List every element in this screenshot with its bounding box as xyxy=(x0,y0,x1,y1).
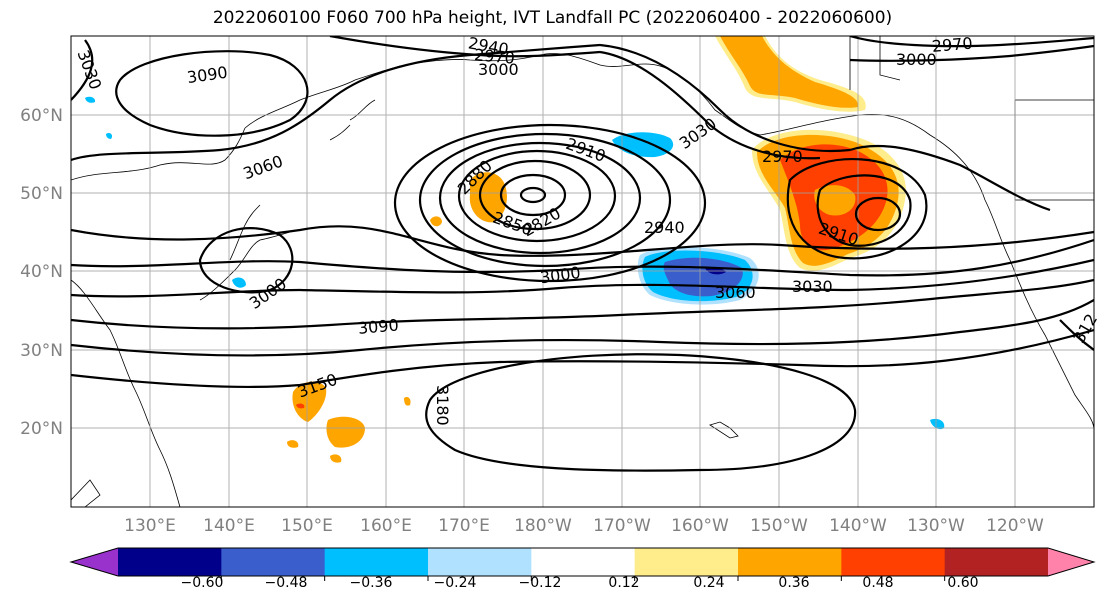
lat-label: 60°N xyxy=(20,106,63,126)
figure-title: 2022060100 F060 700 hPa height, IVT Land… xyxy=(212,8,893,28)
colorbar-tick-label: −0.12 xyxy=(519,575,562,591)
lon-label: 170°W xyxy=(593,516,651,536)
contour-label: 2940 xyxy=(644,218,685,237)
latitude-labels: 60°N 50°N 40°N 30°N 20°N xyxy=(20,106,63,439)
lat-label: 40°N xyxy=(20,262,63,282)
height-contours xyxy=(71,36,1094,472)
contour-label: 3090 xyxy=(357,315,399,337)
colorbar-extend-min xyxy=(71,548,118,576)
colorbar xyxy=(69,547,1096,577)
colorbar-tick-label: 0.24 xyxy=(693,575,724,591)
lon-label: 160°E xyxy=(360,516,412,536)
colorbar-tick-label: −0.60 xyxy=(181,575,224,591)
lon-label: 180°W xyxy=(514,516,572,536)
colorbar-segment xyxy=(531,548,636,576)
contour-label: 3180 xyxy=(433,385,452,426)
colorbar-tick-label: 0.36 xyxy=(778,575,809,591)
lon-label: 140°W xyxy=(829,516,887,536)
longitude-labels: 130°E 140°E 150°E 160°E 170°E 180°W 170°… xyxy=(124,516,1044,536)
shaded-regions xyxy=(85,36,945,463)
lon-label: 170°E xyxy=(438,516,490,536)
colorbar-tick-label: −0.24 xyxy=(434,575,477,591)
contour-label: 2970 xyxy=(931,33,973,55)
lon-label: 150°E xyxy=(281,516,333,536)
colorbar-tick-label: −0.48 xyxy=(265,575,308,591)
positive-anomaly-low-center xyxy=(469,172,507,223)
contour-label: 3060 xyxy=(715,283,756,302)
colorbar-segment xyxy=(428,548,532,576)
colorbar-ticks: −0.60 −0.48 −0.36 −0.24 −0.12 0.12 0.24 … xyxy=(181,575,979,591)
contour-label: 2970 xyxy=(762,147,803,166)
colorbar-segment xyxy=(634,548,739,576)
colorbar-segment xyxy=(221,548,326,576)
contour-label: 3030 xyxy=(792,277,833,296)
positive-anomaly-subtropical-west xyxy=(292,381,327,422)
lon-label: 160°W xyxy=(671,516,729,536)
colorbar-segment xyxy=(324,548,429,576)
lon-label: 150°W xyxy=(750,516,808,536)
lat-label: 30°N xyxy=(20,341,63,361)
lon-label: 140°E xyxy=(203,516,255,536)
lon-label: 130°E xyxy=(124,516,176,536)
colorbar-tick-label: 0.60 xyxy=(947,575,978,591)
contour-label: 3000 xyxy=(896,50,937,69)
colorbar-tick-label: 0.12 xyxy=(608,575,639,591)
colorbar-tick-label: 0.48 xyxy=(862,575,893,591)
colorbar-segment xyxy=(118,548,222,576)
lat-label: 20°N xyxy=(20,419,63,439)
lon-label: 120°W xyxy=(986,516,1044,536)
colorbar-outline xyxy=(69,547,1096,577)
colorbar-segment xyxy=(738,548,842,576)
colorbar-tick-label: −0.36 xyxy=(350,575,393,591)
map-border xyxy=(70,35,1095,508)
colorbar-segment xyxy=(841,548,946,576)
lat-label: 50°N xyxy=(20,184,63,204)
colorbar-extend-max xyxy=(1048,548,1094,576)
colorbar-segment xyxy=(944,548,1049,576)
contour-label: 2970 xyxy=(473,45,515,67)
contour-label: 3000 xyxy=(478,60,519,79)
lon-label: 130°W xyxy=(907,516,965,536)
